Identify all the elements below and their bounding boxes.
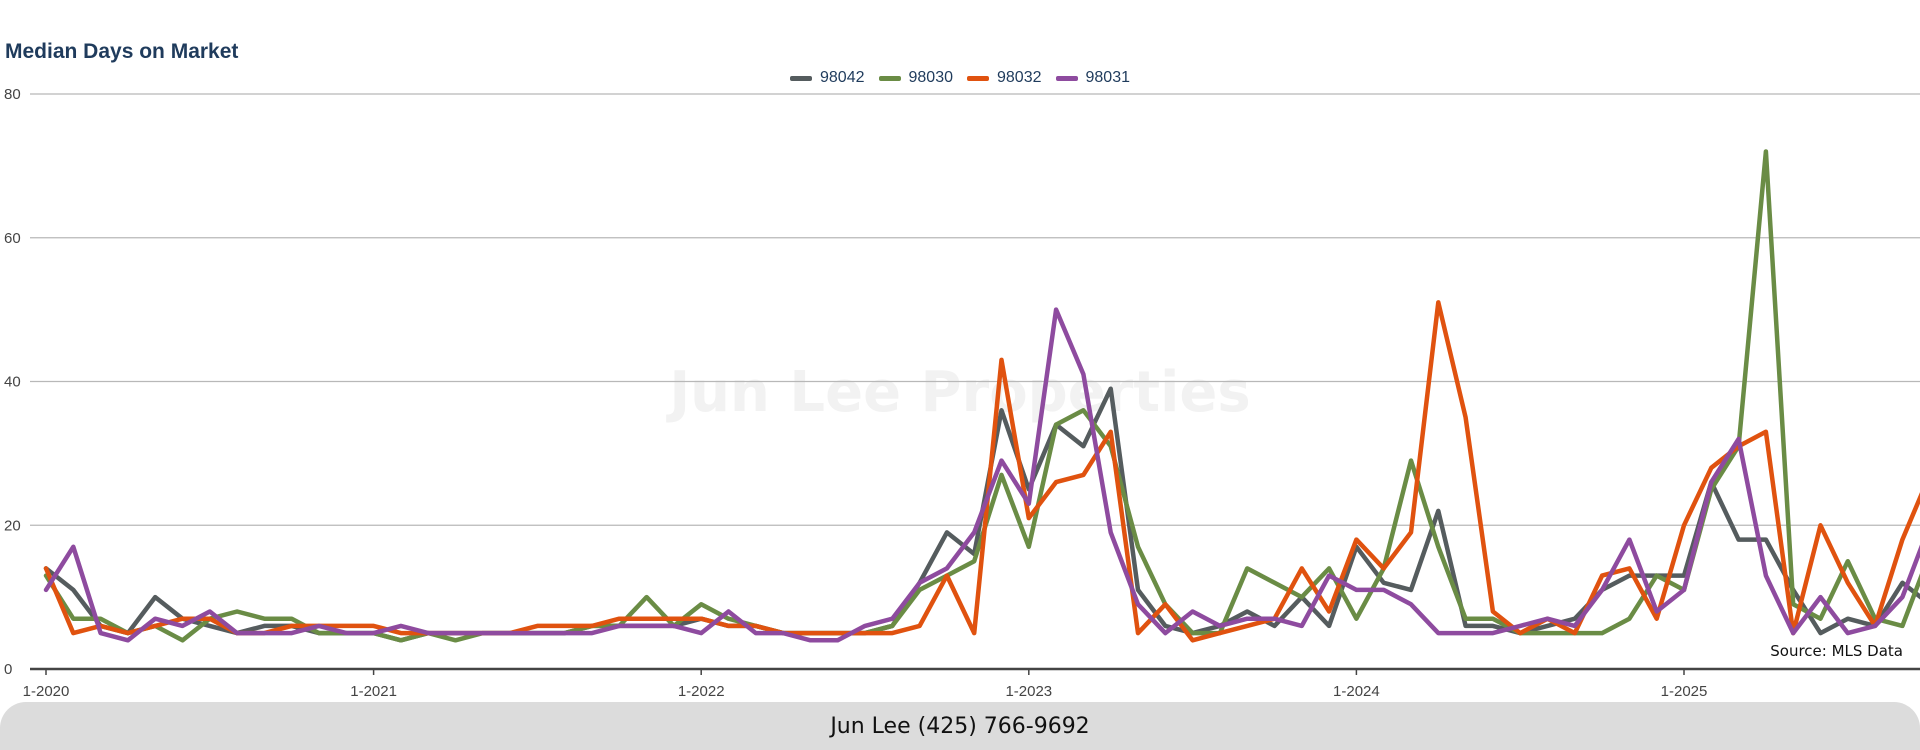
legend-item-98031[interactable]: 98031	[1055, 69, 1131, 87]
x-tick-label: 1-2024	[1333, 683, 1380, 700]
watermark: Jun Lee Properties	[669, 360, 1251, 425]
series-line-98032	[43, 300, 1920, 643]
series-line-98031	[43, 307, 1920, 643]
x-tick-label: 1-2025	[1661, 683, 1708, 700]
legend-swatch-98030	[878, 75, 901, 81]
legend-label-98042: 98042	[820, 69, 865, 86]
legend-item-98032[interactable]: 98032	[967, 69, 1042, 87]
footer-contact: Jun Lee (425) 766-9692	[830, 713, 1090, 739]
source-note: Source: MLS Data	[1770, 642, 1903, 660]
legend-label-98031: 98031	[1085, 69, 1131, 86]
footer-bar: Jun Lee (425) 766-9692	[0, 702, 1920, 750]
x-tick-label: 1-2020	[23, 683, 70, 700]
y-tick-label: 20	[4, 517, 21, 534]
y-tick-label: 60	[4, 230, 21, 247]
x-tick-label: 1-2021	[350, 683, 397, 700]
chart-title: Median Days on Market	[5, 40, 239, 63]
legend-swatch-98042	[790, 75, 812, 81]
legend-item-98042[interactable]: 98042	[790, 69, 865, 87]
y-tick-label: 80	[4, 86, 21, 103]
legend-label-98032: 98032	[997, 69, 1042, 86]
x-tick-label: 1-2022	[678, 683, 725, 700]
x-tick-label: 1-2023	[1005, 683, 1052, 700]
legend-label-98030: 98030	[908, 69, 954, 86]
legend: 98042 98030 98032 98031	[0, 69, 1920, 87]
legend-item-98030[interactable]: 98030	[878, 69, 954, 87]
legend-swatch-98031	[1055, 75, 1078, 81]
legend-swatch-98032	[967, 75, 989, 81]
y-tick-label: 40	[4, 374, 21, 391]
y-tick-label: 0	[4, 661, 12, 678]
